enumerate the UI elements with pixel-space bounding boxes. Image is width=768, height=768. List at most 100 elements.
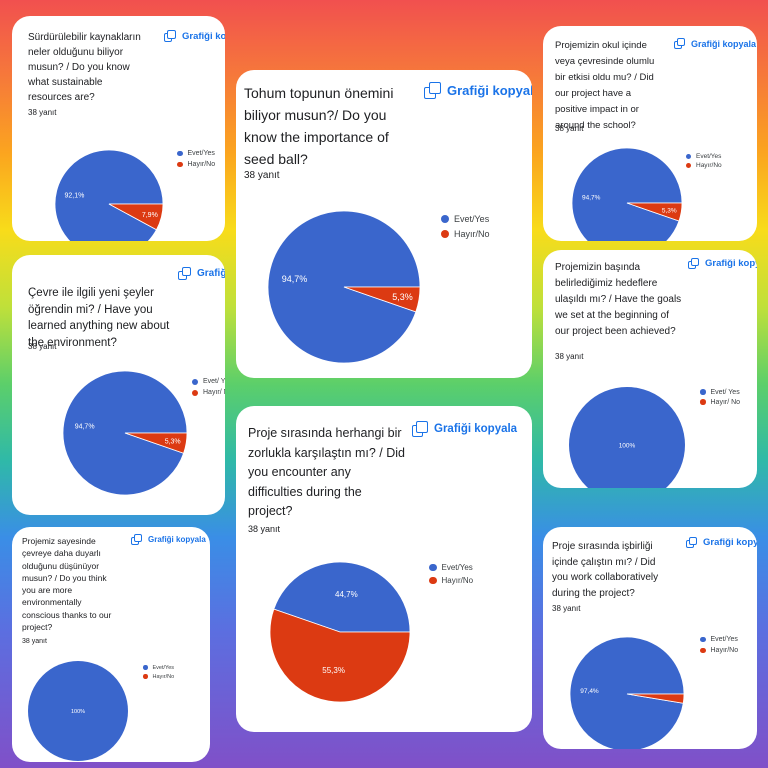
legend-item: Evet/ Yes bbox=[192, 376, 225, 387]
response-count: 38 yanıt bbox=[555, 352, 584, 361]
legend-swatch bbox=[700, 399, 706, 405]
legend-swatch bbox=[177, 161, 183, 168]
response-count: 38 yanıt bbox=[28, 108, 57, 117]
pie-slice-yes bbox=[569, 387, 685, 488]
copy-chart-button[interactable]: Grafiği kopyala bbox=[424, 82, 532, 99]
legend-swatch bbox=[192, 378, 198, 385]
data-label-no: 5,3% bbox=[392, 292, 413, 302]
pie-slice-no bbox=[626, 202, 683, 222]
copy-icon bbox=[131, 534, 142, 545]
copy-chart-label: Grafiği kopyala bbox=[148, 535, 206, 544]
chart-legend: Evet/Yes Hayır/No bbox=[429, 561, 473, 587]
data-label-yes: 94,7% bbox=[282, 274, 308, 284]
question-title: Çevre ile ilgili yeni şeyler öğrendin mi… bbox=[28, 287, 170, 349]
chart-card-c6: Proje sırasında herhangi bir zorlukla ka… bbox=[236, 406, 532, 732]
chart-card-c1: Sürdürülebilir kaynakların neler olduğun… bbox=[12, 16, 225, 241]
response-count: 38 yanıt bbox=[248, 524, 281, 534]
pie-slice-no bbox=[343, 286, 421, 313]
response-count: 38 yanıt bbox=[555, 124, 584, 133]
pie-chart: 44,7% 55,3% bbox=[269, 561, 411, 703]
data-label-yes: 100% bbox=[619, 442, 636, 449]
legend-label: Hayır/No bbox=[187, 161, 216, 168]
legend-label: Hayır/No bbox=[710, 647, 739, 654]
copy-icon bbox=[674, 38, 685, 49]
legend-item: Hayır/ No bbox=[700, 397, 740, 407]
chart-legend: Evet/ Yes Hayır/ No bbox=[192, 376, 225, 398]
legend-swatch bbox=[192, 389, 198, 396]
legend-swatch bbox=[441, 229, 449, 238]
legend-item: Hayır/No bbox=[177, 159, 215, 170]
legend-item: Evet/Yes bbox=[700, 634, 738, 645]
response-count: 38 yanıt bbox=[244, 170, 280, 181]
copy-chart-button[interactable]: Grafiği kopyala bbox=[686, 537, 757, 548]
copy-chart-label: Grafiği kopyala bbox=[197, 268, 225, 279]
legend-label: Hayır/No bbox=[696, 162, 722, 169]
copy-chart-button[interactable]: Grafiği kopyala bbox=[412, 421, 517, 437]
pie-slice-yes bbox=[54, 149, 164, 241]
copy-chart-button[interactable]: Grafiği kopyala bbox=[674, 38, 756, 49]
copy-icon bbox=[164, 30, 176, 42]
chart-legend: Evet/Yes Hayır/No bbox=[700, 634, 738, 656]
pie-slice-yes bbox=[571, 147, 683, 241]
chart-legend: Evet/ Yes Hayır/ No bbox=[700, 387, 740, 407]
legend-swatch bbox=[441, 214, 449, 223]
legend-item: Hayır/No bbox=[143, 672, 174, 681]
copy-chart-label: Grafiği kopyala bbox=[705, 258, 757, 269]
pie-slice-no bbox=[626, 693, 685, 704]
legend-item: Evet/Yes bbox=[177, 148, 215, 159]
pie-chart: 94,7% 5,3% bbox=[267, 210, 421, 364]
legend-item: Hayır/ No bbox=[192, 387, 225, 398]
legend-swatch bbox=[700, 636, 706, 643]
data-label-yes: 97,4% bbox=[580, 688, 599, 695]
chart-legend: Evet/Yes Hayır/No bbox=[177, 148, 215, 170]
response-count: 38 yanıt bbox=[28, 342, 57, 351]
copy-icon bbox=[424, 82, 441, 99]
legend-label: Evet/Yes bbox=[454, 213, 490, 224]
legend-item: Hayır/No bbox=[700, 645, 738, 656]
legend-label: Hayır/ No bbox=[203, 389, 225, 396]
copy-chart-button[interactable]: Grafiği kopyala bbox=[131, 534, 206, 545]
pie-chart: 94,7% 5,3% bbox=[62, 370, 188, 496]
legend-label: Hayır/ No bbox=[710, 398, 741, 406]
chart-card-c7: Projemiz sayesinde çevreye daha duyarlı … bbox=[12, 527, 210, 762]
data-label-yes: 92,1% bbox=[65, 193, 85, 200]
legend-label: Hayır/No bbox=[441, 576, 474, 585]
legend-swatch bbox=[143, 674, 148, 679]
question-title: Projemiz sayesinde çevreye daha duyarlı … bbox=[22, 536, 112, 633]
legend-swatch bbox=[686, 163, 691, 168]
chart-card-c3: Projemizin okul içinde veya çevresinde o… bbox=[543, 26, 757, 241]
chart-legend: Evet/Yes Hayır/No bbox=[441, 211, 490, 241]
pie-slice-yes bbox=[569, 636, 685, 749]
pie-slice-yes bbox=[273, 561, 411, 633]
data-label-no: 5,3% bbox=[662, 207, 677, 214]
copy-chart-button[interactable]: Grafiği kopyala bbox=[164, 30, 225, 42]
copy-chart-label: Grafiği kopyala bbox=[182, 30, 225, 42]
data-label-no: 55,3% bbox=[322, 666, 345, 675]
legend-item: Hayır/No bbox=[686, 161, 722, 170]
legend-swatch bbox=[177, 150, 183, 157]
pie-slice-no bbox=[124, 432, 188, 454]
question-title: Sürdürülebilir kaynakların neler olduğun… bbox=[28, 32, 141, 103]
copy-icon bbox=[688, 258, 699, 269]
pie-slice-yes bbox=[28, 661, 128, 761]
legend-label: Evet/Yes bbox=[710, 636, 738, 643]
copy-chart-label: Grafiği kopyala bbox=[703, 537, 757, 548]
legend-swatch bbox=[686, 154, 691, 159]
response-count: 38 yanıt bbox=[552, 604, 581, 613]
copy-chart-button[interactable]: Grafiği kopyala bbox=[688, 258, 757, 269]
legend-item: Evet/Yes bbox=[143, 663, 174, 672]
pie-chart: 92,1% 7,9% bbox=[54, 149, 164, 241]
legend-item: Hayır/No bbox=[441, 226, 490, 241]
data-label-yes: 94,7% bbox=[75, 424, 95, 431]
response-count: 38 yanıt bbox=[22, 638, 47, 645]
legend-item: Evet/Yes bbox=[429, 561, 473, 574]
copy-chart-button[interactable]: Grafiği kopyala bbox=[178, 267, 225, 280]
data-label-no: 7,9% bbox=[142, 212, 158, 219]
legend-swatch bbox=[700, 389, 706, 395]
legend-label: Evet/Yes bbox=[441, 563, 473, 572]
chart-legend: Evet/Yes Hayır/No bbox=[686, 152, 722, 170]
copy-icon bbox=[178, 267, 191, 280]
legend-swatch bbox=[143, 665, 148, 670]
legend-label: Hayır/No bbox=[152, 673, 175, 680]
copy-chart-label: Grafiği kopyala bbox=[447, 83, 532, 98]
